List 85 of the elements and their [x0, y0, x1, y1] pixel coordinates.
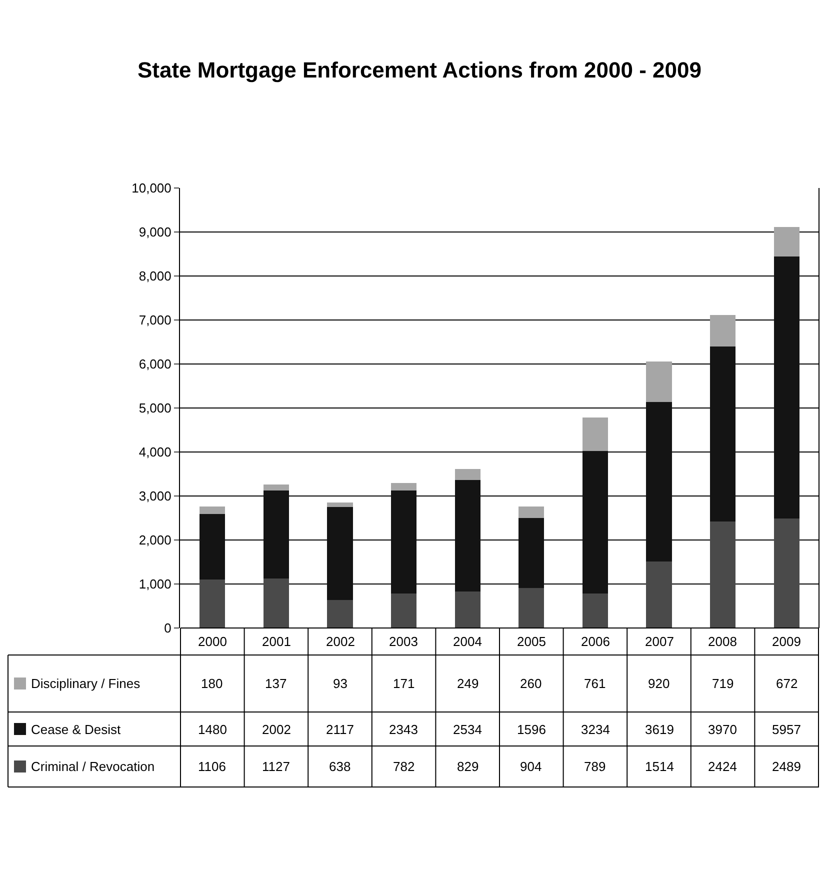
bar: [200, 506, 226, 514]
chart-title: State Mortgage Enforcement Actions from 2000 - 2009: [137, 58, 702, 83]
x-tick-label: 2003: [389, 634, 418, 649]
y-tick-label: 7,000: [138, 312, 172, 328]
legend-label: Disciplinary / Fines: [31, 676, 141, 691]
y-tick-label: 5,000: [138, 400, 172, 416]
data-label: 2534: [453, 722, 482, 737]
bar: [454, 469, 480, 480]
bar: [710, 521, 736, 628]
data-label: 761: [584, 676, 606, 691]
y-tick-label: 0: [164, 620, 172, 636]
data-label: 904: [520, 759, 542, 774]
bar: [582, 418, 608, 451]
data-label: 2002: [262, 722, 291, 737]
bar: [200, 514, 226, 580]
x-tick-label: 2005: [517, 634, 546, 649]
legend-label: Criminal / Revocation: [31, 759, 155, 774]
data-label: 137: [265, 676, 287, 691]
bar: [518, 506, 544, 518]
bar: [710, 346, 736, 522]
data-label: 672: [776, 676, 798, 691]
y-tick-label: 8,000: [138, 268, 172, 284]
data-label: 1106: [198, 759, 226, 774]
bar: [200, 579, 226, 628]
bar: [391, 482, 417, 490]
bar: [774, 226, 800, 256]
data-label: 260: [520, 676, 542, 691]
x-tick-label: 2000: [198, 634, 227, 649]
data-label: 638: [329, 759, 351, 774]
x-tick-label: 2004: [453, 634, 482, 649]
bar: [646, 362, 672, 402]
bar: [518, 518, 544, 588]
bar: [263, 578, 289, 628]
y-tick-label: 3,000: [138, 488, 172, 504]
bar: [454, 480, 480, 592]
data-label: 1127: [262, 759, 290, 774]
data-label: 1596: [517, 722, 546, 737]
y-tick-label: 4,000: [138, 444, 172, 460]
data-label: 3234: [581, 722, 610, 737]
data-label: 2489: [772, 759, 801, 774]
bar: [327, 506, 353, 600]
x-tick-label: 2006: [581, 634, 610, 649]
data-label: 5957: [772, 722, 801, 737]
x-tick-label: 2007: [645, 634, 674, 649]
bar: [646, 561, 672, 628]
y-tick-label: 1,000: [138, 576, 172, 592]
y-tick-label: 9,000: [138, 224, 172, 240]
bar: [391, 490, 417, 594]
y-tick-label: 6,000: [138, 356, 172, 372]
data-label: 171: [393, 676, 415, 691]
bar: [391, 594, 417, 628]
x-tick-label: 2001: [262, 634, 291, 649]
bar: [582, 593, 608, 628]
data-label: 2117: [326, 722, 354, 737]
data-label: 180: [201, 676, 223, 691]
bar: [263, 484, 289, 490]
legend-label: Cease & Desist: [31, 722, 121, 737]
data-label: 719: [712, 676, 734, 691]
data-label: 3970: [708, 722, 737, 737]
x-tick-label: 2008: [708, 634, 737, 649]
data-label: 93: [333, 676, 348, 691]
bar: [646, 402, 672, 562]
data-label: 1480: [198, 722, 227, 737]
bar: [774, 518, 800, 628]
bar: [263, 490, 289, 578]
data-label: 789: [584, 759, 606, 774]
y-tick-label: 2,000: [138, 532, 172, 548]
bar: [454, 592, 480, 628]
data-label: 249: [457, 676, 479, 691]
x-tick-label: 2002: [326, 634, 355, 649]
data-label: 1514: [645, 759, 674, 774]
x-tick-label: 2009: [772, 634, 801, 649]
data-label: 782: [393, 759, 415, 774]
bar: [327, 600, 353, 628]
bar: [774, 256, 800, 518]
bar: [710, 315, 736, 347]
bar: [327, 502, 353, 507]
data-label: 829: [457, 759, 479, 774]
data-label: 2424: [708, 759, 737, 774]
data-label: 2343: [389, 722, 418, 737]
bar: [582, 450, 608, 594]
bar: [518, 588, 544, 628]
y-tick-label: 10,000: [132, 180, 172, 196]
data-label: 3619: [645, 722, 674, 737]
data-label: 920: [648, 676, 670, 691]
